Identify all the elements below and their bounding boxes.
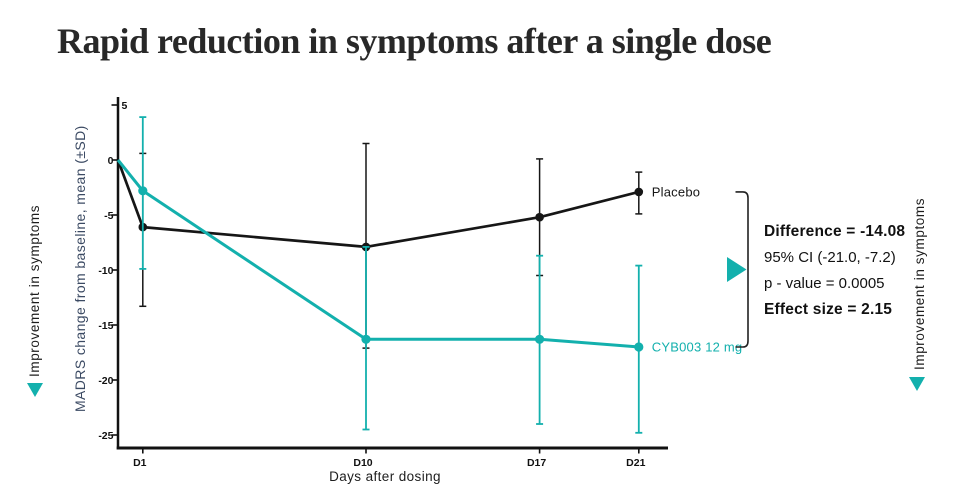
stat-p-value: p - value = 0.0005 bbox=[764, 275, 885, 292]
x-tick-label: D17 bbox=[527, 457, 546, 469]
data-point bbox=[535, 334, 545, 344]
down-arrow-icon-left bbox=[27, 383, 43, 397]
series-line-cyb003 bbox=[116, 159, 639, 349]
y-tick-label: -10 bbox=[98, 265, 113, 277]
y-tick-label: -20 bbox=[98, 375, 113, 387]
y-tick-label: -25 bbox=[98, 430, 113, 442]
data-point bbox=[138, 186, 148, 196]
stat-confidence-interval: 95% CI (-21.0, -7.2) bbox=[764, 249, 896, 266]
comparison-bracket bbox=[735, 191, 749, 348]
x-tick-label: D21 bbox=[626, 457, 645, 469]
data-point bbox=[361, 334, 371, 344]
x-axis-label: Days after dosing bbox=[329, 469, 441, 484]
stat-effect-size: Effect size = 2.15 bbox=[764, 301, 893, 318]
series-label-cyb003: CYB003 12 mg bbox=[652, 340, 743, 355]
y-tick-label: -5 bbox=[104, 210, 113, 222]
data-point bbox=[634, 187, 644, 197]
y-tick-label: 0 bbox=[108, 155, 114, 167]
series-line-placebo bbox=[116, 159, 640, 249]
x-tick-label: D10 bbox=[353, 457, 372, 469]
line-chart: 5 0 -5 -10 -15 -20 -25 D1 D10 D17 D21 Placebo CYB003… bbox=[98, 97, 749, 469]
stat-difference: Difference = -14.08 bbox=[764, 223, 906, 240]
data-point bbox=[634, 342, 644, 352]
stats-annotation: Difference = -14.08 95% CI (-21.0, -7.2)… bbox=[764, 219, 905, 323]
series-label-placebo: Placebo bbox=[652, 184, 700, 199]
x-tick-label: D1 bbox=[133, 457, 147, 469]
improvement-label-right: Improvement in symptoms bbox=[912, 197, 927, 370]
y-axis-label: MADRS change from baseline, mean (±SD) bbox=[72, 125, 88, 412]
right-arrow-icon bbox=[727, 256, 747, 282]
data-point bbox=[535, 212, 544, 222]
y-tick-label: -15 bbox=[98, 320, 113, 332]
down-arrow-icon-right bbox=[909, 377, 925, 391]
y-tick-label: 5 bbox=[122, 100, 128, 112]
page-title: Rapid reduction in symptoms after a sing… bbox=[57, 21, 772, 61]
improvement-label-left: Improvement in symptoms bbox=[27, 204, 42, 377]
